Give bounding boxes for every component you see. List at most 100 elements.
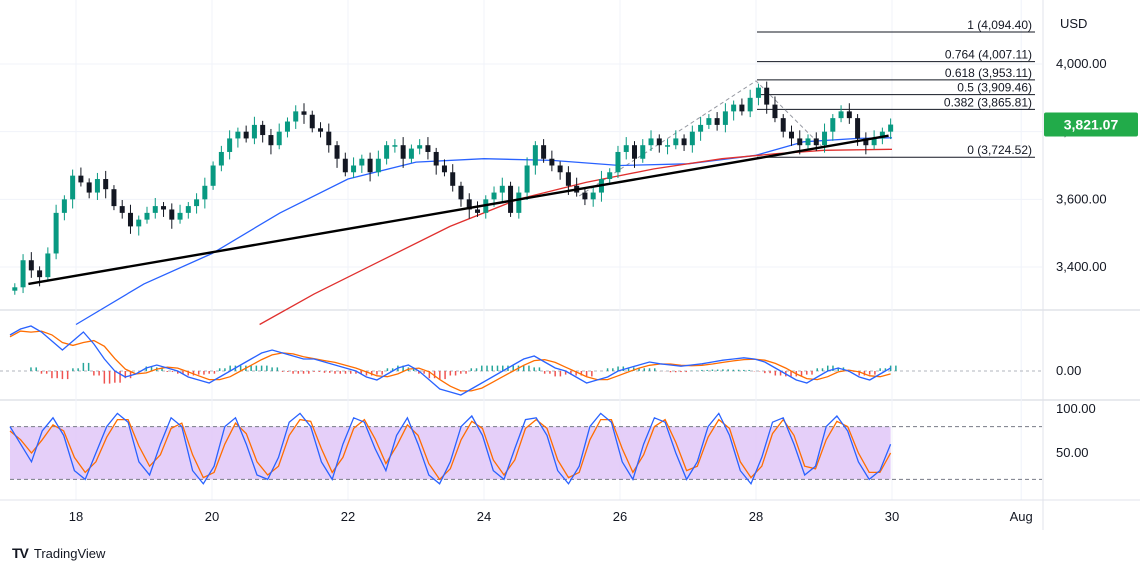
candle — [318, 122, 324, 138]
candle — [458, 181, 464, 207]
candle — [351, 157, 357, 179]
candle — [731, 100, 737, 121]
price-axis[interactable]: USD 4,000.003,800.003,600.003,400.003,82… — [1042, 0, 1138, 530]
candle — [251, 116, 257, 145]
candle — [136, 215, 142, 236]
trendline-line[interactable] — [28, 134, 889, 286]
candle — [830, 114, 836, 141]
tradingview-brand-label: TradingView — [33, 545, 106, 561]
candle — [185, 202, 191, 219]
stochastic-pane[interactable]: 100.00 50.00 — [9, 401, 1096, 486]
fibonacci-retracement[interactable]: 1 (4,094.40) 0.764 (4,007.11) 0.618 (3,953… — [578, 18, 1035, 197]
candle — [53, 204, 59, 260]
candle — [433, 147, 439, 175]
candle — [780, 114, 786, 138]
candle — [78, 167, 84, 187]
stochastic-k-line — [9, 412, 892, 486]
stochastic-tick-label: 50.00 — [1056, 445, 1089, 460]
candle — [284, 117, 290, 138]
candle — [425, 137, 431, 160]
candle — [640, 139, 646, 163]
candle — [152, 197, 158, 219]
candle — [194, 193, 200, 214]
tradingview-logo[interactable]: TV TradingView — [12, 545, 105, 561]
candle — [86, 178, 92, 199]
candle — [888, 118, 894, 140]
candle — [111, 185, 117, 211]
candle — [805, 134, 811, 150]
candle — [169, 203, 175, 229]
time-axis[interactable]: 18 20 22 24 26 28 30 Aug — [0, 499, 1140, 524]
time-tick-label: 22 — [341, 509, 355, 524]
candle — [648, 130, 654, 151]
time-tick-label: 20 — [205, 509, 219, 524]
candle — [582, 188, 588, 206]
candle — [615, 145, 621, 179]
candle — [541, 139, 547, 163]
candle — [549, 150, 555, 172]
candle — [524, 157, 530, 201]
fib-level-label: 0.764 (4,007.11) — [945, 48, 1032, 62]
price-tick-label: 3,400.00 — [1056, 259, 1107, 274]
candle — [301, 103, 307, 124]
candle — [838, 105, 844, 123]
macd-pane[interactable]: 0.00 — [0, 325, 1081, 396]
candle — [20, 254, 26, 294]
candle — [103, 170, 109, 199]
candle — [408, 144, 414, 163]
candle — [508, 181, 514, 217]
ma-blue-line — [75, 137, 893, 326]
fib-level-label: 0.382 (3,865.81) — [944, 95, 1032, 109]
candle — [739, 98, 745, 116]
candle — [334, 141, 340, 168]
time-tick-label: Aug — [1010, 509, 1033, 524]
price-tick-label: 4,000.00 — [1056, 56, 1107, 71]
macd-line — [9, 325, 891, 396]
candle — [367, 152, 373, 182]
candle — [375, 150, 381, 177]
moving-average-blue — [75, 137, 893, 326]
candle — [863, 132, 869, 155]
time-tick-label: 26 — [613, 509, 627, 524]
candle — [144, 206, 150, 224]
candle — [260, 120, 266, 143]
price-pane[interactable]: 1 (4,094.40) 0.764 (4,007.11) 0.618 (3,953… — [12, 18, 1035, 326]
time-tick-label: 30 — [885, 509, 899, 524]
candle — [293, 105, 299, 129]
candle — [243, 125, 249, 143]
candle — [276, 123, 282, 150]
candle — [755, 83, 761, 106]
candle — [384, 141, 390, 165]
candle — [235, 127, 241, 148]
moving-average-red — [259, 148, 893, 326]
fib-level-label: 1 (4,094.40) — [967, 18, 1032, 32]
candle — [202, 177, 208, 209]
candle — [665, 139, 671, 155]
candle — [499, 177, 505, 202]
candle — [342, 152, 348, 177]
candle — [590, 186, 596, 207]
candle — [706, 114, 712, 129]
candle — [623, 137, 629, 160]
candle — [127, 204, 133, 234]
candle — [673, 130, 679, 150]
candle — [656, 134, 662, 153]
candle — [70, 169, 76, 209]
fib-level-label: 0 (3,724.52) — [967, 143, 1032, 157]
fib-level-label: 0.5 (3,909.46) — [957, 81, 1032, 95]
candle — [681, 134, 687, 151]
macd-zero-label: 0.00 — [1056, 363, 1081, 378]
candle — [441, 159, 447, 177]
candle — [698, 116, 704, 141]
candle — [119, 200, 125, 219]
candle — [61, 195, 67, 221]
candle — [161, 202, 167, 217]
candle — [532, 141, 538, 175]
last-price-badge: 3,821.07 — [1044, 112, 1138, 137]
candle — [400, 137, 406, 168]
candle — [631, 141, 637, 168]
candle — [871, 130, 877, 150]
trendline[interactable] — [28, 134, 889, 286]
candle — [788, 125, 794, 146]
